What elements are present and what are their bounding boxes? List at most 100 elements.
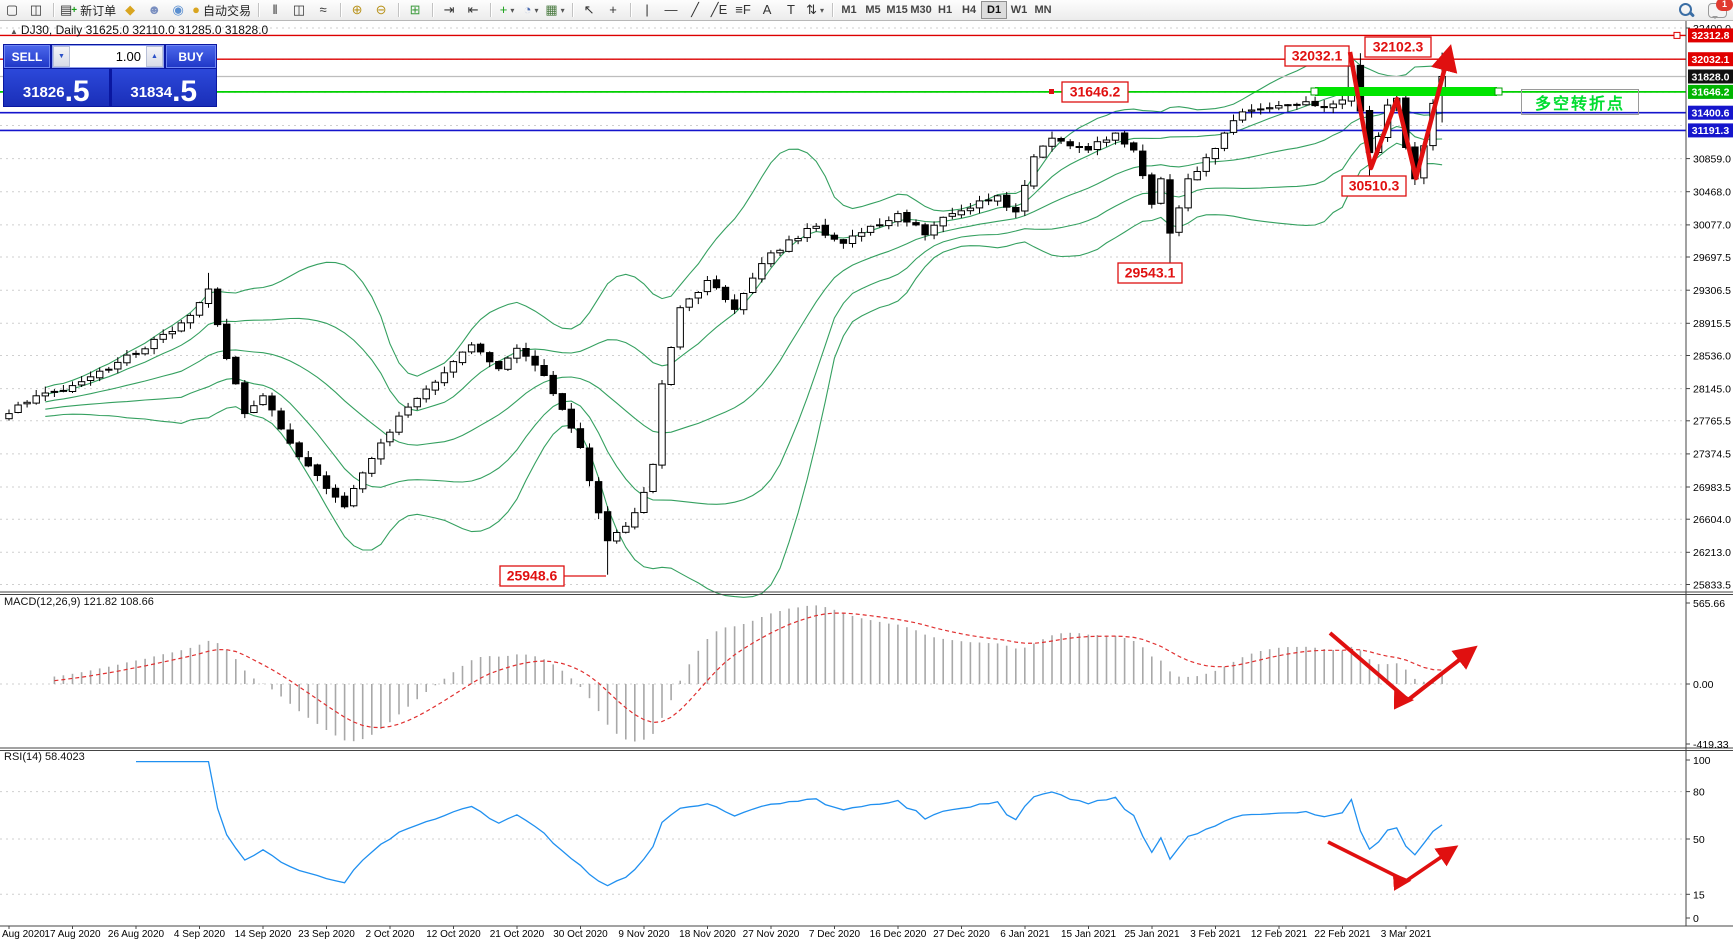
svg-text:-419.33: -419.33 <box>1693 739 1729 751</box>
macd-arrow-annotation[interactable] <box>1328 631 1478 710</box>
horizontal-line-icon[interactable]: — <box>664 2 678 17</box>
autotrade-button[interactable]: ● 自动交易 <box>192 2 252 18</box>
auto-scroll-icon[interactable]: ⇤ <box>467 2 479 17</box>
channel-icon[interactable]: ╱E <box>710 2 728 17</box>
crosshair-icon[interactable]: + <box>609 2 617 17</box>
autotrade-button-label: 自动交易 <box>203 3 252 18</box>
new-order-button[interactable]: ▤ + 新订单 <box>60 2 117 18</box>
svg-text:29697.5: 29697.5 <box>1693 252 1731 264</box>
volume-input[interactable]: 1.00 <box>70 46 146 67</box>
svg-text:15: 15 <box>1693 889 1705 901</box>
fibonacci-icon[interactable]: ≡F <box>735 2 751 17</box>
svg-text:25 Jan 2021: 25 Jan 2021 <box>1124 929 1179 940</box>
rsi-indicator-label: RSI(14) 58.4023 <box>4 751 85 763</box>
svg-text:32032.1: 32032.1 <box>1692 54 1730 66</box>
svg-text:21 Oct 2020: 21 Oct 2020 <box>490 929 545 940</box>
trendline-icon[interactable]: ╱ <box>691 2 699 17</box>
volume-up-button[interactable]: ▲ <box>146 46 163 67</box>
line-handle[interactable] <box>1673 31 1681 39</box>
window-icon[interactable]: ▢ <box>5 2 19 17</box>
rsi-arrow-annotation[interactable] <box>1327 840 1459 891</box>
new-order-button-label: 新订单 <box>80 3 117 18</box>
toolbar-separator <box>258 3 261 17</box>
svg-text:0.00: 0.00 <box>1693 679 1714 691</box>
svg-text:100: 100 <box>1693 755 1711 767</box>
chart-search-icon[interactable]: ◫ <box>29 2 43 17</box>
bar-chart-icon[interactable]: ǁ <box>272 2 278 17</box>
zoom-out-icon[interactable]: ⊖ <box>375 2 387 17</box>
template-icon[interactable]: ▦ ▾ <box>545 2 565 17</box>
svg-text:30077.0: 30077.0 <box>1693 220 1731 232</box>
zoom-in-icon[interactable]: ⊕ <box>351 2 363 17</box>
arrows-tool-icon[interactable]: ⇅ ▾ <box>806 2 824 17</box>
svg-text:2 Oct 2020: 2 Oct 2020 <box>366 929 415 940</box>
label-icon[interactable]: T <box>787 2 795 17</box>
search-icon[interactable] <box>1678 2 1696 18</box>
timeframe-w1[interactable]: W1 <box>1010 4 1028 16</box>
turning-point-annotation[interactable]: 多空转折点 <box>1521 89 1639 115</box>
svg-text:32032.1: 32032.1 <box>1292 48 1343 64</box>
svg-text:26983.5: 26983.5 <box>1693 482 1731 494</box>
svg-text:31191.3: 31191.3 <box>1692 125 1730 137</box>
highlight-zone[interactable] <box>1310 87 1503 96</box>
svg-text:16 Dec 2020: 16 Dec 2020 <box>870 929 927 940</box>
toolbar-separator <box>490 3 493 17</box>
svg-text:31646.2: 31646.2 <box>1692 87 1730 99</box>
pane-separators[interactable] <box>0 591 1733 927</box>
price-callout-labels[interactable]: 32032.1 32102.3 31646.2 30510.3 29543.1 25948… <box>499 36 1432 587</box>
buy-button[interactable]: BUY <box>166 45 216 68</box>
svg-text:25833.5: 25833.5 <box>1693 579 1731 591</box>
svg-text:4 Sep 2020: 4 Sep 2020 <box>174 929 226 940</box>
svg-text:Aug 2020: Aug 2020 <box>2 929 45 940</box>
svg-text:28536.0: 28536.0 <box>1693 350 1731 362</box>
vertical-line-icon[interactable]: | <box>645 2 649 17</box>
sell-button[interactable]: SELL <box>4 45 50 68</box>
timeframe-m30[interactable]: M30 <box>910 4 932 16</box>
sell-price[interactable]: 31826.5 <box>4 69 109 107</box>
macd-signal-line <box>54 612 1443 729</box>
indicators-add-icon[interactable]: + ▾ <box>499 2 515 17</box>
svg-text:3 Mar 2021: 3 Mar 2021 <box>1381 929 1432 940</box>
one-click-trading-panel: SELL ▼ 1.00 ▲ BUY 31826.5 31834.5 <box>3 44 217 107</box>
svg-text:30510.3: 30510.3 <box>1349 178 1400 194</box>
profile-icon[interactable]: ☻ <box>147 2 161 17</box>
timeframe-h1[interactable]: H1 <box>938 4 953 16</box>
timeframe-mn[interactable]: MN <box>1034 4 1052 16</box>
shift-end-icon[interactable]: ⇥ <box>443 2 455 17</box>
tile-windows-icon[interactable]: ⊞ <box>409 2 421 17</box>
timeframe-m5[interactable]: M5 <box>865 4 881 16</box>
toolbar-separator <box>630 3 633 17</box>
line-handle[interactable] <box>1049 89 1054 94</box>
timeframe-m15[interactable]: M15 <box>886 4 908 16</box>
brush-icon[interactable]: ◆ <box>125 2 136 17</box>
timeframe-h4[interactable]: H4 <box>962 4 977 16</box>
svg-text:27 Dec 2020: 27 Dec 2020 <box>933 929 990 940</box>
svg-text:28145.0: 28145.0 <box>1693 383 1731 395</box>
volume-stepper: ▼ 1.00 ▲ <box>52 45 164 68</box>
period-icon[interactable]: ◔ ▾ <box>523 2 539 17</box>
zigzag-arrow-annotation[interactable] <box>1347 44 1458 181</box>
cursor-icon[interactable]: ↖ <box>583 2 595 17</box>
svg-text:22 Feb 2021: 22 Feb 2021 <box>1314 929 1371 940</box>
buy-price[interactable]: 31834.5 <box>111 69 216 107</box>
signal-icon[interactable]: ◉ <box>172 2 184 17</box>
text-icon[interactable]: A <box>762 2 772 17</box>
line-chart-icon[interactable]: ≈ <box>319 2 327 17</box>
svg-text:26213.0: 26213.0 <box>1693 547 1731 559</box>
timeframe-m1[interactable]: M1 <box>841 4 857 16</box>
svg-text:28915.5: 28915.5 <box>1693 318 1731 330</box>
svg-text:27374.5: 27374.5 <box>1693 449 1731 461</box>
timeframe-d1[interactable]: D1 <box>981 1 1008 19</box>
svg-text:31828.0: 31828.0 <box>1692 71 1730 83</box>
svg-text:80: 80 <box>1693 787 1705 799</box>
notifications-icon[interactable]: 1 <box>1708 0 1733 19</box>
svg-text:30468.0: 30468.0 <box>1693 187 1731 199</box>
macd-indicator-label: MACD(12,26,9) 121.82 108.66 <box>4 596 154 608</box>
macd-histogram <box>53 605 1443 742</box>
candlestick-icon[interactable]: ◫ <box>292 2 306 17</box>
volume-down-button[interactable]: ▼ <box>53 46 70 67</box>
svg-text:12 Oct 2020: 12 Oct 2020 <box>426 929 481 940</box>
toolbar-separator <box>572 3 575 17</box>
svg-text:12 Feb 2021: 12 Feb 2021 <box>1251 929 1308 940</box>
